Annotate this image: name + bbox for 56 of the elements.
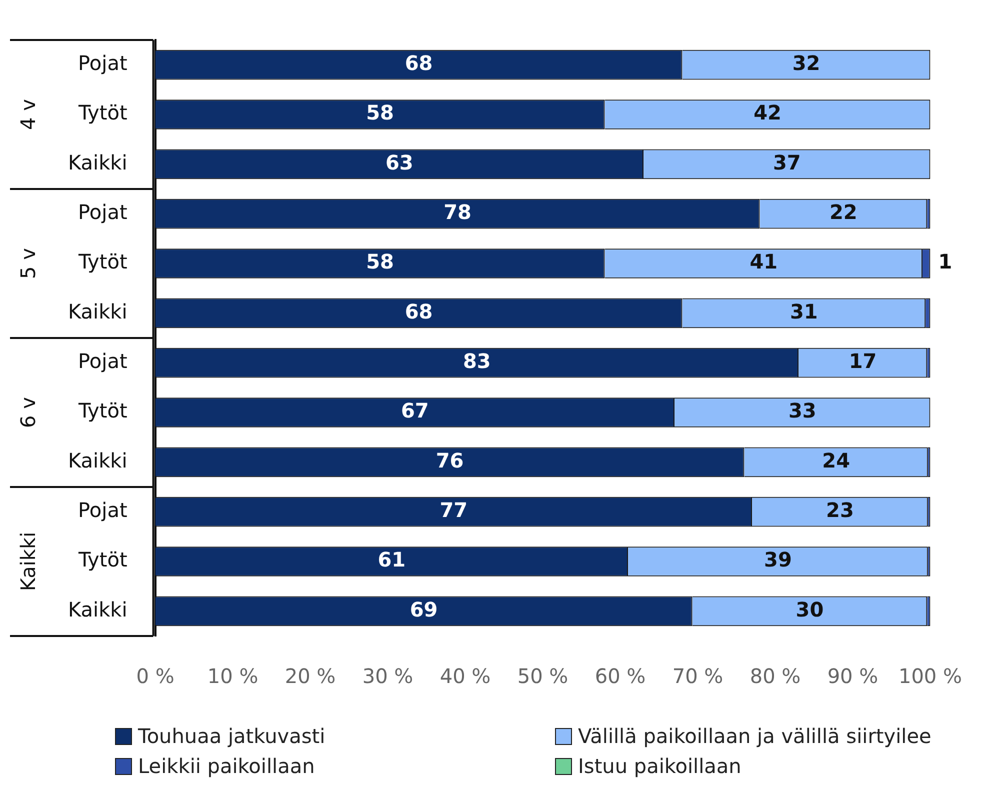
data-label: 33 [788,398,816,423]
x-tick-label: 80 % [750,664,801,688]
y-tick-label: Kaikki [68,448,128,472]
text: 5 v [16,248,40,279]
y-tick-label: Pojat [78,498,128,522]
x-tick-label: 10 % [207,664,258,688]
y-tick-label: Tytöt [77,398,128,423]
y-tick-label: Pojat [78,349,128,374]
data-label: 31 [790,299,818,324]
y-tick-label: Kaikki [68,299,128,324]
data-label: 32 [792,51,820,76]
data-label: 1 [938,250,952,274]
x-tick-label: 90 % [827,664,878,688]
y-tick-label: Pojat [78,200,128,224]
data-label: 58 [366,250,394,274]
data-label: 78 [444,200,472,224]
y-tick-label: Kaikki [68,597,128,622]
text: 6 v [16,396,40,428]
data-label: 63 [385,150,414,174]
y-tick-label: Tytöt [77,548,128,572]
data-label: 58 [366,100,394,125]
text: 4 v [16,98,40,130]
legend-label: Istuu paikoillaan [578,754,742,778]
data-label: 17 [848,349,877,374]
x-tick-label: 20 % [284,664,336,688]
data-label: 68 [404,299,433,324]
text: Kaikki [16,532,40,592]
x-tick-label: 30 % [362,664,414,688]
legend-label: Välillä paikoillaan ja välillä siirtyilee [578,724,932,748]
data-label: 69 [410,597,438,622]
data-label: 83 [462,349,491,374]
data-label: 68 [404,51,433,76]
data-label: 77 [440,498,468,522]
y-tick-label: Pojat [78,51,128,76]
x-tick-label: 40 % [440,664,491,688]
y-tick-label: Kaikki [68,150,128,174]
data-label: 39 [764,548,792,572]
x-tick-label: 60 % [594,664,646,688]
data-label: 67 [400,398,429,423]
x-tick-label: 0 % [136,664,174,688]
data-label: 24 [822,448,850,472]
x-tick-label: 70 % [672,664,724,688]
legend-label: Touhuaa jatkuvasti [138,724,326,748]
data-label: 22 [830,200,858,224]
data-label: 37 [772,150,801,174]
legend-label: Leikkii paikoillaan [138,754,315,778]
x-tick-label: 100 % [898,664,962,688]
data-label: 41 [750,250,778,274]
y-tick-label: Tytöt [77,250,128,274]
x-tick-label: 50 % [517,664,568,688]
data-label: 42 [754,100,782,125]
y-tick-label: Tytöt [77,100,128,125]
data-label: 30 [796,597,824,622]
data-label: 23 [826,498,854,522]
data-label: 61 [378,548,406,572]
data-label: 76 [436,448,464,472]
